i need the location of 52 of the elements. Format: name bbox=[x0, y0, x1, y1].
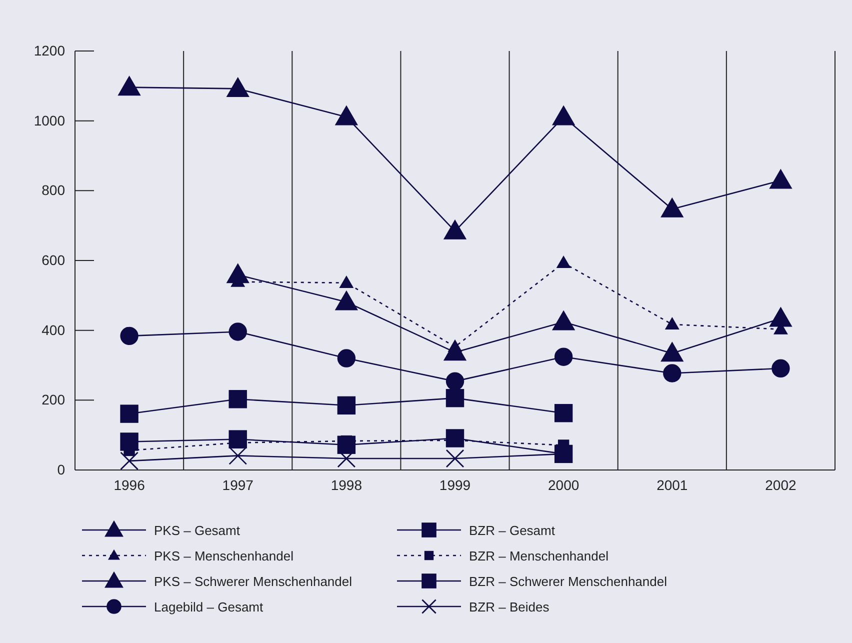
legend-label: BZR – Beides bbox=[469, 600, 550, 614]
legend-label: PKS – Gesamt bbox=[154, 523, 240, 538]
x-tick-label: 2001 bbox=[656, 476, 688, 493]
legend-label: BZR – Menschenhandel bbox=[469, 548, 609, 564]
point bbox=[770, 307, 792, 327]
point bbox=[335, 106, 358, 126]
point bbox=[665, 318, 679, 330]
y-tick-label: 1200 bbox=[34, 42, 66, 58]
point bbox=[226, 78, 249, 97]
x-tick-label: 1996 bbox=[114, 476, 146, 493]
point bbox=[556, 256, 570, 268]
point bbox=[337, 396, 356, 415]
x-tick-label: 1998 bbox=[330, 476, 362, 493]
point bbox=[446, 449, 464, 468]
x-tick-label: 1999 bbox=[439, 476, 471, 493]
point bbox=[552, 106, 575, 126]
legend-label: PKS – Schwerer Menschenhandel bbox=[154, 574, 352, 589]
legend-label: BZR – Gesamt bbox=[469, 523, 556, 538]
point bbox=[661, 342, 684, 362]
legend-label: BZR – Schwerer Menschenhandel bbox=[469, 574, 668, 589]
y-tick-label: 0 bbox=[57, 461, 66, 478]
point bbox=[118, 76, 140, 96]
point bbox=[120, 326, 138, 346]
y-tick-label: 600 bbox=[42, 252, 66, 268]
point bbox=[552, 310, 575, 330]
point bbox=[120, 452, 138, 470]
point bbox=[337, 349, 356, 368]
point bbox=[448, 340, 462, 352]
point bbox=[554, 404, 573, 422]
y-tick-label: 200 bbox=[42, 392, 66, 408]
y-tick-label: 800 bbox=[42, 182, 66, 198]
y-tick-label: 400 bbox=[42, 322, 66, 338]
point bbox=[663, 364, 682, 382]
y-tick-label: 1000 bbox=[34, 112, 66, 128]
x-tick-label: 1997 bbox=[222, 476, 254, 493]
point bbox=[228, 446, 248, 465]
point bbox=[228, 322, 247, 341]
x-tick-label: 2002 bbox=[765, 476, 796, 493]
point bbox=[446, 372, 464, 390]
legend-label: PKS – Menschenhandel bbox=[154, 548, 294, 564]
point bbox=[340, 276, 354, 288]
point bbox=[444, 220, 466, 240]
point bbox=[772, 359, 790, 378]
legend-label: Lagebild – Gesamt bbox=[154, 600, 264, 614]
point bbox=[770, 169, 792, 189]
point bbox=[446, 388, 464, 408]
point bbox=[335, 290, 358, 310]
point bbox=[554, 348, 573, 366]
x-tick-label: 2000 bbox=[548, 476, 580, 493]
point bbox=[120, 404, 138, 423]
point bbox=[661, 198, 684, 218]
point bbox=[228, 390, 247, 408]
